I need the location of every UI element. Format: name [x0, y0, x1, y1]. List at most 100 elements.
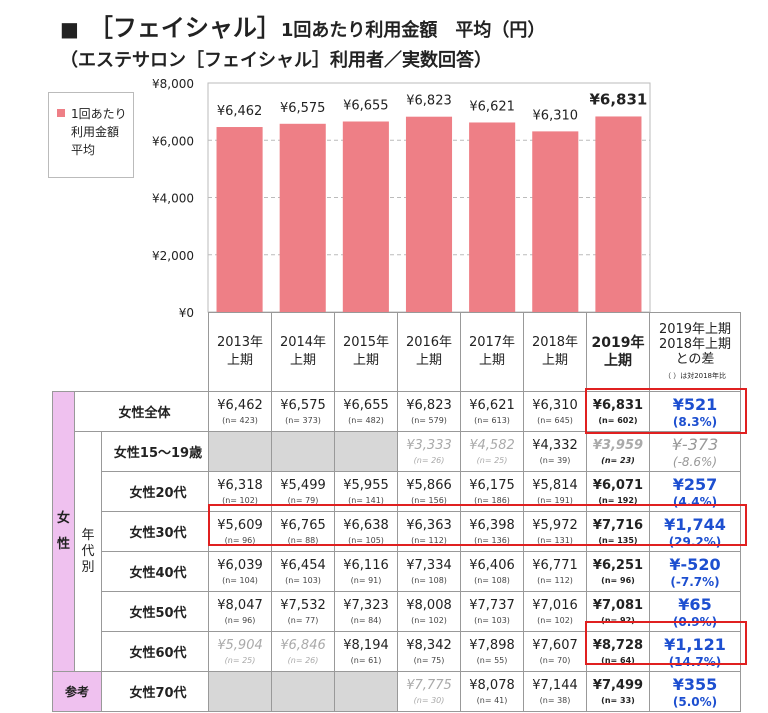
value-cell: ¥5,955 (n= 141): [334, 471, 398, 512]
cell-sample-size: (n= 79): [287, 495, 319, 505]
row-label: 女性全体: [74, 391, 209, 432]
cell-amount: ¥8,008: [406, 597, 452, 613]
value-cell: ¥5,904 (n= 25): [208, 631, 272, 672]
year-header: 2019年 上期: [586, 312, 650, 392]
diff-percent: (5.0%): [672, 694, 718, 709]
y-tick-label: ¥8,000: [152, 77, 194, 91]
cell-amount: ¥6,175: [469, 477, 515, 493]
diff-percent: (29.2%): [668, 534, 722, 549]
diff-cell: ¥257 (4.4%): [649, 471, 741, 512]
cell-sample-size: (n= 602): [598, 415, 638, 425]
header-blank: [53, 313, 209, 392]
cell-amount: ¥6,655: [343, 397, 389, 413]
title-sub: 1回あたり利用金額 平均（円）: [280, 20, 546, 41]
cell-amount: ¥6,310: [532, 397, 578, 413]
empty-cell: [271, 671, 335, 712]
cell-amount: ¥7,775: [406, 677, 452, 693]
bar: [342, 121, 389, 312]
year-header-line: 上期: [478, 353, 505, 368]
group-char: 別: [81, 559, 95, 575]
year-header-line: 上期: [226, 353, 253, 368]
cell-sample-size: (n= 92): [601, 615, 635, 625]
cell-sample-size: (n= 613): [474, 415, 510, 425]
value-cell: ¥7,716 (n= 135): [586, 511, 650, 552]
diff-header: 2019年上期 2018年上期 との差 （ ）は対2018年比: [649, 312, 741, 392]
cell-sample-size: (n= 136): [474, 535, 510, 545]
y-tick-label: ¥4,000: [152, 192, 194, 206]
diff-header-line: （ ）は対2018年比: [663, 372, 727, 380]
diff-amount: ¥1,744: [664, 514, 726, 534]
cell-sample-size: (n= 70): [539, 655, 571, 665]
cell-sample-size: (n= 26): [413, 455, 445, 465]
value-cell: ¥6,175 (n= 186): [460, 471, 524, 512]
row-label: 女性70代: [101, 671, 209, 712]
bar-data-label: ¥6,831: [589, 90, 647, 108]
cell-amount: ¥4,332: [532, 437, 578, 453]
cell-sample-size: (n= 186): [474, 495, 510, 505]
cell-sample-size: (n= 84): [350, 615, 382, 625]
row-label: 女性40代: [101, 551, 209, 592]
cell-amount: ¥5,904: [217, 637, 263, 653]
cell-amount: ¥5,955: [343, 477, 389, 493]
cell-amount: ¥7,144: [532, 677, 578, 693]
value-cell: ¥5,972 (n= 131): [523, 511, 587, 552]
cell-sample-size: (n= 156): [411, 495, 447, 505]
bar: [405, 116, 453, 313]
year-header: 2016年 上期: [397, 312, 461, 392]
diff-percent: (-7.7%): [670, 574, 720, 589]
cell-amount: ¥5,866: [406, 477, 452, 493]
bar-data-label: ¥6,310: [533, 108, 579, 123]
value-cell: ¥8,194 (n= 61): [334, 631, 398, 672]
value-cell: ¥6,621 (n= 613): [460, 391, 524, 432]
cell-sample-size: (n= 25): [224, 655, 256, 665]
y-tick-label: ¥6,000: [152, 134, 194, 148]
cell-sample-size: (n= 91): [350, 575, 382, 585]
cell-amount: ¥6,363: [406, 517, 452, 533]
cell-amount: ¥7,499: [592, 677, 644, 693]
cell-sample-size: (n= 38): [539, 695, 571, 705]
bar-data-label: ¥6,462: [217, 104, 263, 119]
cell-sample-size: (n= 105): [348, 535, 384, 545]
diff-cell: ¥-520 (-7.7%): [649, 551, 741, 592]
value-cell: ¥6,846 (n= 26): [271, 631, 335, 672]
diff-header-line: との差: [675, 352, 715, 367]
cell-amount: ¥6,765: [280, 517, 326, 533]
year-header-line: 上期: [415, 353, 442, 368]
diff-percent: (14.7%): [668, 654, 722, 669]
value-cell: ¥8,078 (n= 41): [460, 671, 524, 712]
cell-sample-size: (n= 104): [222, 575, 258, 585]
empty-cell: [334, 671, 398, 712]
chart-legend: 1回あたり 利用金額 平均: [48, 92, 134, 178]
value-cell: ¥6,771 (n= 112): [523, 551, 587, 592]
cell-amount: ¥8,194: [343, 637, 389, 653]
value-cell: ¥6,462 (n= 423): [208, 391, 272, 432]
value-cell: ¥7,323 (n= 84): [334, 591, 398, 632]
cell-amount: ¥6,116: [343, 557, 389, 573]
cell-amount: ¥6,621: [469, 397, 515, 413]
cell-sample-size: (n= 39): [539, 455, 571, 465]
cell-sample-size: (n= 26): [287, 655, 319, 665]
year-header-line: 2014年: [279, 335, 327, 350]
cell-amount: ¥5,609: [217, 517, 263, 533]
cell-amount: ¥6,406: [469, 557, 515, 573]
year-header-line: 上期: [604, 353, 632, 369]
bar-data-label: ¥6,823: [406, 94, 452, 109]
cell-amount: ¥6,071: [592, 477, 644, 493]
value-cell: ¥6,310 (n= 645): [523, 391, 587, 432]
value-cell: ¥6,363 (n= 112): [397, 511, 461, 552]
diff-percent: (0.9%): [672, 614, 718, 629]
cell-sample-size: (n= 96): [601, 575, 635, 585]
cell-amount: ¥7,898: [469, 637, 515, 653]
cell-sample-size: (n= 23): [601, 455, 635, 465]
value-cell: ¥5,499 (n= 79): [271, 471, 335, 512]
cell-sample-size: (n= 75): [413, 655, 445, 665]
year-header: 2015年 上期: [334, 312, 398, 392]
diff-cell: ¥65 (0.9%): [649, 591, 741, 632]
value-cell: ¥7,898 (n= 55): [460, 631, 524, 672]
cell-amount: ¥7,081: [592, 597, 644, 613]
cell-amount: ¥6,454: [280, 557, 326, 573]
value-cell: ¥5,609 (n= 96): [208, 511, 272, 552]
diff-amount: ¥65: [678, 594, 712, 614]
page-subtitle: （エステサロン［フェイシャル］利用者／実数回答）: [60, 50, 492, 71]
cell-sample-size: (n= 41): [476, 695, 508, 705]
